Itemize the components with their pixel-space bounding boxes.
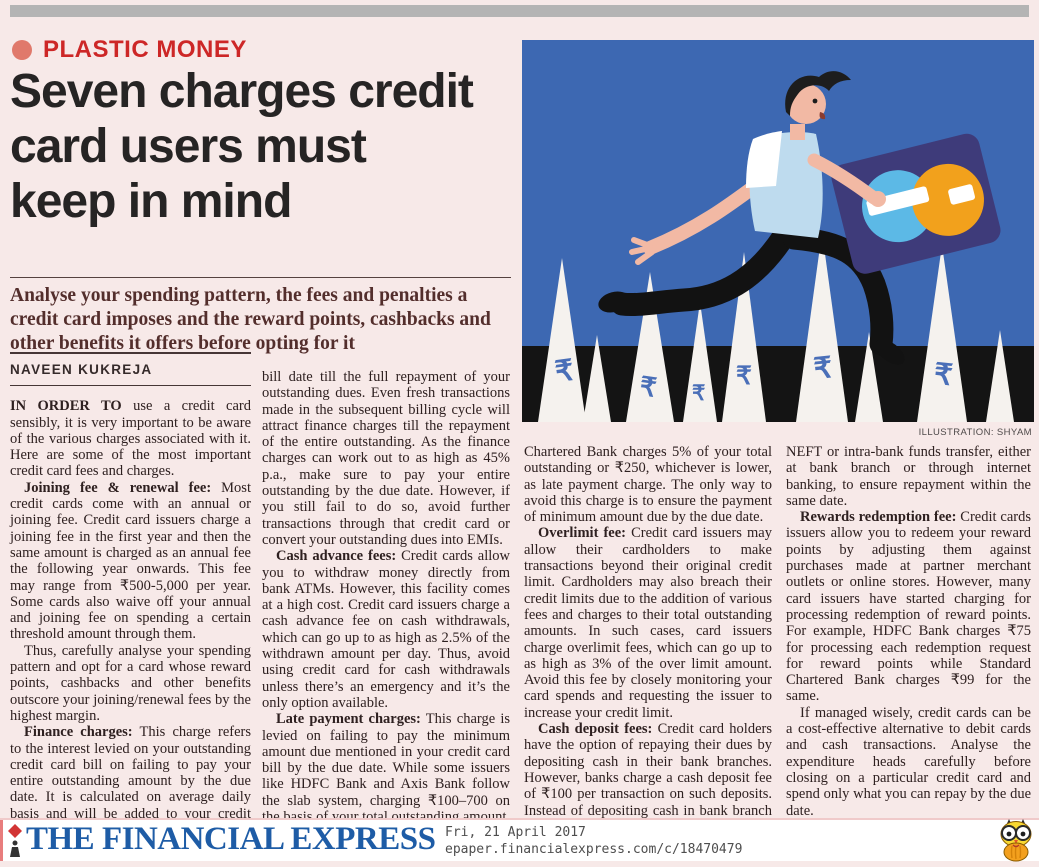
- paragraph: NEFT or intra-bank funds transfer, eithe…: [786, 444, 1031, 509]
- card-orange-circle: [911, 163, 984, 236]
- rupee-symbol: ₹: [932, 358, 954, 392]
- paragraph-text: Chartered Bank charges 5% of your total …: [524, 444, 772, 526]
- illustration-credit: ILLUSTRATION: SHYAM: [918, 427, 1032, 438]
- logo-pawn-base: [10, 847, 20, 857]
- owl-pupil-right: [1020, 831, 1026, 837]
- footer-bar: THE FINANCIAL EXPRESS Fri, 21 April 2017…: [0, 818, 1039, 864]
- paragraph: Cash advance fees: Credit cards allow yo…: [262, 548, 510, 711]
- headline-rule: [10, 277, 511, 278]
- paragraph-text: use a credit card sensibly, it is very i…: [10, 398, 251, 480]
- byline: NAVEEN KUKREJA: [10, 352, 251, 387]
- leaping-man: [598, 71, 1001, 365]
- spike: [538, 258, 586, 422]
- neck: [790, 124, 805, 140]
- spike: [917, 245, 967, 422]
- rupee-spikes: ₹ ₹ ₹ ₹ ₹ ₹: [538, 232, 1014, 422]
- owl-mascot-icon: [993, 816, 1039, 867]
- paragraph-text: NEFT or intra-bank funds transfer, eithe…: [786, 444, 1031, 509]
- article-illustration: ₹ ₹ ₹ ₹ ₹ ₹: [522, 40, 1034, 422]
- rupee-symbol: ₹: [812, 352, 834, 386]
- article-column-1: NAVEEN KUKREJA IN ORDER TO use a credit …: [10, 352, 251, 838]
- shirt-sleeve: [746, 131, 782, 188]
- spike: [583, 335, 611, 422]
- paragraph-text: Credit card issuers may allow their card…: [524, 525, 772, 721]
- paragraph-text: Credit cards allow you to withdraw money…: [262, 548, 510, 711]
- rupee-symbol: ₹: [553, 355, 576, 389]
- spike: [683, 302, 717, 422]
- issue-date: Fri, 21 April 2017: [445, 825, 586, 840]
- front-shoe: [598, 291, 630, 313]
- back-leg: [782, 226, 894, 356]
- owl-pupil-left: [1006, 831, 1012, 837]
- paragraph: If managed wisely, credit cards can be a…: [786, 705, 1031, 819]
- paragraph: Finance charges: This charge refers to t…: [10, 724, 251, 838]
- paragraph: Joining fee & renewal fee: Most credit c…: [10, 480, 251, 643]
- article-column-4: NEFT or intra-bank funds transfer, eithe…: [786, 444, 1031, 857]
- section-kicker: PLASTIC MONEY: [12, 36, 247, 64]
- article-subheadline: Analyse your spending pattern, the fees …: [10, 285, 491, 354]
- top-gray-bar: [10, 5, 1029, 17]
- paragraph-text: Credit card holders have the option of r…: [524, 721, 772, 835]
- front-hand: [870, 191, 886, 207]
- leaping-man-over-spikes-illustration: ₹ ₹ ₹ ₹ ₹ ₹: [522, 40, 1034, 422]
- paragraph-lead: Overlimit fee:: [538, 525, 627, 542]
- card-white-bar-short: [948, 184, 976, 205]
- paragraph-text: Most credit cards come with an annual or…: [10, 479, 251, 643]
- paragraph-text: Credit cards issuers allow you to redeem…: [786, 509, 1031, 705]
- card-white-bar-long: [866, 186, 930, 216]
- footer-meta: Fri, 21 April 2017 epaper.financialexpre…: [445, 824, 742, 858]
- paragraph: Late payment charges: This charge is lev…: [262, 711, 510, 841]
- kicker-dot-icon: [12, 40, 32, 60]
- paragraph-lead: Finance charges:: [24, 724, 133, 741]
- front-arm: [807, 153, 881, 205]
- footer-left-accent: [0, 820, 3, 861]
- spike: [986, 330, 1014, 422]
- paragraph: Overlimit fee: Credit card issuers may a…: [524, 525, 772, 721]
- spike: [796, 232, 848, 422]
- spike: [855, 332, 883, 422]
- mouth: [819, 112, 826, 120]
- paragraph-lead: Late payment charges:: [276, 711, 421, 728]
- epaper-url: epaper.financialexpress.com/c/18470479: [445, 842, 743, 857]
- hair: [785, 71, 851, 116]
- article-headline: Seven charges credit card users must kee…: [10, 65, 474, 229]
- paragraph-lead: Rewards redemption fee:: [800, 509, 957, 526]
- paragraph-text: This charge is levied on failing to pay …: [262, 711, 510, 841]
- back-shoe: [875, 339, 905, 365]
- paragraph-lead: Cash advance fees:: [276, 548, 397, 565]
- article-column-3: Chartered Bank charges 5% of your total …: [524, 444, 772, 835]
- paragraph: bill date till the full repayment of you…: [262, 369, 510, 548]
- paragraph-text: If managed wisely, credit cards can be a…: [786, 704, 1031, 819]
- paragraph-lead: IN ORDER TO: [10, 398, 122, 415]
- spike: [626, 272, 674, 422]
- owl-beak: [1014, 840, 1018, 844]
- paragraph: Chartered Bank charges 5% of your total …: [524, 444, 772, 525]
- back-hand: [629, 237, 655, 265]
- paragraph: IN ORDER TO use a credit card sensibly, …: [10, 398, 251, 479]
- eye: [812, 98, 818, 104]
- paragraph: Rewards redemption fee: Credit cards iss…: [786, 509, 1031, 705]
- logo-pawn-head: [12, 840, 18, 846]
- paragraph-text: This charge refers to the interest levie…: [10, 724, 251, 838]
- logo-diamond: [8, 824, 22, 838]
- paragraph: Thus, carefully analyse your spending pa…: [10, 643, 251, 724]
- owl-smile: [1012, 844, 1020, 848]
- financial-express-logo-icon: [7, 823, 23, 864]
- rupee-symbol: ₹: [736, 363, 752, 390]
- kicker-label: PLASTIC MONEY: [43, 36, 247, 63]
- masthead-title: THE FINANCIAL EXPRESS: [26, 821, 436, 857]
- rupee-symbol: ₹: [692, 381, 705, 405]
- rupee-symbol: ₹: [638, 372, 658, 403]
- paragraph-lead: Cash deposit fees:: [538, 721, 653, 738]
- paragraph-text: bill date till the full repayment of you…: [262, 369, 510, 548]
- spike: [722, 252, 766, 422]
- paragraph: Cash deposit fees: Credit card holders h…: [524, 721, 772, 835]
- paragraph-text: Thus, carefully analyse your spending pa…: [10, 642, 251, 724]
- article-column-2: bill date till the full repayment of you…: [262, 369, 510, 842]
- front-leg: [610, 224, 796, 316]
- credit-card: [831, 133, 1001, 274]
- paragraph-lead: Joining fee & renewal fee:: [24, 479, 212, 496]
